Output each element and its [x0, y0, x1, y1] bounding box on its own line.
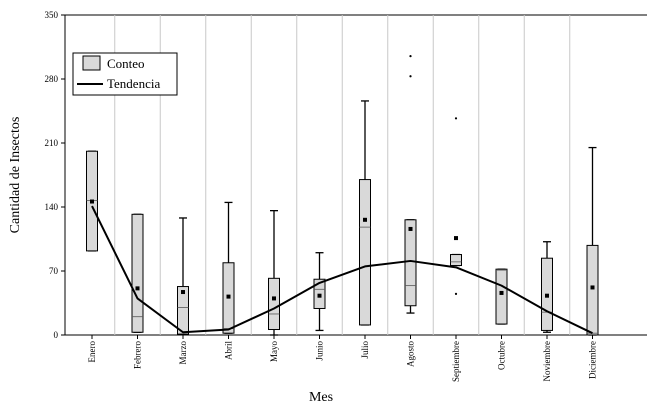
mean-marker: [317, 293, 322, 298]
x-axis: Enero Febrero Marzo Abril Mayo Junio Julio Agos…: [87, 335, 598, 382]
legend-label-tendencia: Tendencia: [107, 76, 160, 91]
x-tick-label: Febrero: [133, 341, 143, 369]
y-tick-label: 70: [49, 266, 59, 276]
trend-series: [91, 205, 593, 335]
mean-marker: [226, 294, 231, 299]
x-tick-label: Septiembre: [451, 341, 461, 382]
mean-marker: [408, 226, 413, 231]
x-tick-label: Abril: [224, 341, 234, 360]
legend: Conteo Tendencia: [72, 52, 178, 96]
mean-marker: [272, 296, 276, 301]
mean-marker: [499, 290, 504, 295]
x-tick-label: Mayo: [269, 341, 279, 362]
box-marzo: [177, 286, 189, 335]
box-diciembre: [586, 244, 599, 336]
y-tick-label: 210: [45, 138, 59, 148]
mean-marker: [590, 285, 595, 290]
box-octubre: [495, 268, 508, 325]
x-tick-label: Agosto: [406, 341, 416, 368]
mean-marker: [545, 293, 549, 298]
x-tick-label: Octubre: [497, 341, 507, 370]
x-tick-label: Junio: [315, 341, 325, 361]
box-febrero: [131, 213, 144, 333]
mean-marker: [363, 217, 367, 222]
mean-marker: [454, 236, 458, 241]
box-series: [86, 55, 599, 336]
mean-marker: [181, 290, 185, 295]
y-tick-label: 0: [54, 330, 59, 340]
y-tick-label: 140: [45, 202, 59, 212]
legend-label-conteo: Conteo: [107, 56, 145, 71]
x-axis-title: Mes: [309, 390, 333, 405]
y-tick-label: 350: [45, 10, 59, 20]
box-julio: [359, 179, 371, 326]
box-agosto: [404, 219, 417, 307]
outlier-point: [409, 55, 412, 58]
box-septiembre: [450, 254, 462, 267]
x-tick-label: Noviembre: [542, 341, 552, 382]
mean-marker: [135, 286, 140, 291]
mean-marker: [90, 199, 94, 204]
outlier-point: [454, 292, 458, 295]
x-tick-label: Julio: [360, 341, 370, 359]
legend-box-swatch: [82, 55, 101, 71]
y-axis: 0 70 140 210 280 350: [45, 10, 65, 340]
outlier-point: [454, 117, 458, 120]
outlier-point: [409, 75, 412, 78]
trend-line: [91, 205, 593, 335]
x-tick-label: Marzo: [178, 341, 188, 365]
y-axis-title: Cantidad de Insectos: [8, 117, 23, 234]
box-mayo: [268, 277, 280, 331]
x-tick-label: Enero: [87, 341, 97, 363]
y-tick-label: 280: [45, 74, 59, 84]
x-tick-label: Diciembre: [588, 341, 598, 379]
